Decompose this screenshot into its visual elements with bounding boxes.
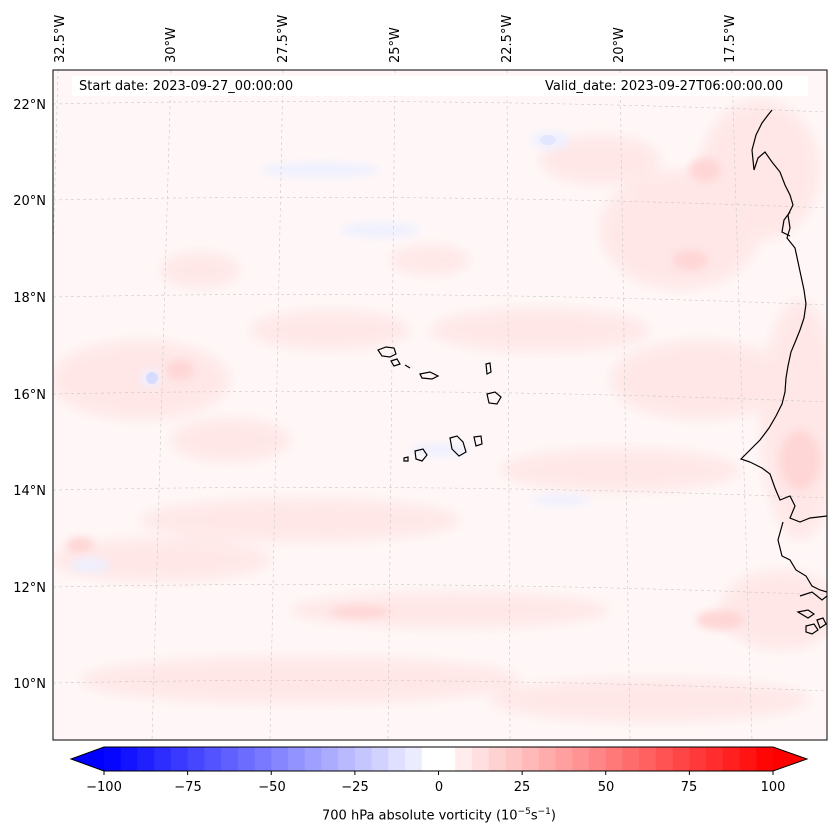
- map-frame: [52, 69, 828, 741]
- lat-label-12n: 12°N: [13, 581, 46, 596]
- colorbar-title-exp1: −5: [517, 807, 531, 817]
- lon-label-25w: 25°W: [388, 27, 403, 63]
- lat-label-22n: 22°N: [13, 98, 46, 113]
- lon-label-22-5w: 22.5°W: [500, 14, 515, 63]
- cb-tick-label: 25: [513, 780, 531, 795]
- colorbar-title-text: 700 hPa absolute vorticity (10: [322, 808, 518, 824]
- valid-date-text: Valid_date: 2023-09-27T06:00:00.00: [545, 79, 784, 94]
- lon-label-32-5w: 32.5°W: [53, 14, 68, 63]
- cb-tick-label: 50: [597, 780, 615, 795]
- lon-label-27-5w: 27.5°W: [276, 14, 291, 63]
- header-strip: [72, 76, 808, 96]
- lon-label-30w: 30°W: [164, 27, 179, 63]
- lon-label-20w: 20°W: [612, 27, 627, 63]
- lat-label-16n: 16°N: [13, 388, 46, 403]
- cb-tick-label: −50: [258, 780, 286, 795]
- lon-label-17-5w: 17.5°W: [723, 14, 738, 63]
- lat-label-20n: 20°N: [13, 194, 46, 209]
- cb-tick-label: 0: [434, 780, 444, 795]
- colorbar-title-end: ): [550, 808, 556, 824]
- cb-tick-label: −100: [86, 780, 122, 795]
- lat-label-14n: 14°N: [13, 484, 46, 499]
- colorbar-title-exp2: −1: [537, 807, 551, 817]
- lat-label-10n: 10°N: [13, 677, 46, 692]
- colorbar-title-mid: s: [530, 808, 538, 824]
- vorticity-field: [53, 70, 827, 740]
- graticule: [53, 70, 827, 740]
- cb-tick-label: 75: [680, 780, 698, 795]
- cape-verde-islands: [377, 346, 502, 462]
- cb-tick-label: −75: [174, 780, 202, 795]
- cb-tick-label: −25: [341, 780, 369, 795]
- colorbar-title: 700 hPa absolute vorticity (10−5s−1): [322, 807, 556, 823]
- lat-label-18n: 18°N: [13, 291, 46, 306]
- african-coastline: [739, 109, 827, 635]
- cb-tick-label: 100: [760, 780, 786, 795]
- start-date-text: Start date: 2023-09-27_00:00:00: [79, 79, 294, 94]
